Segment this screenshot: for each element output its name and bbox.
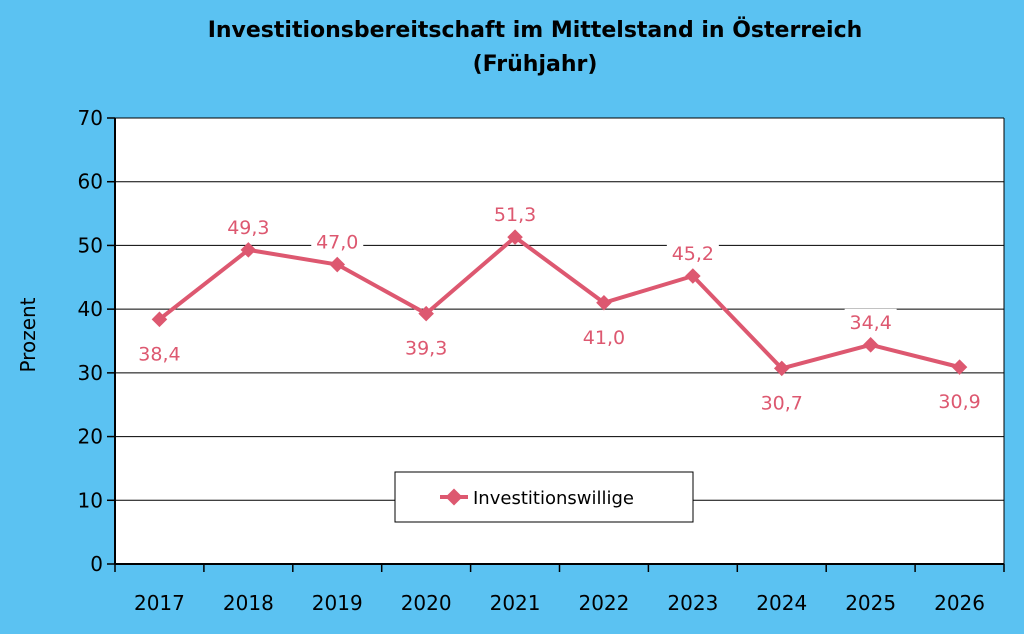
y-tick-label: 30 xyxy=(78,361,103,385)
data-label: 38,4 xyxy=(138,343,180,365)
x-tick-label: 2019 xyxy=(312,591,363,615)
y-tick-label: 60 xyxy=(78,170,103,194)
data-label-bg xyxy=(489,201,542,227)
data-label-bg xyxy=(755,389,808,415)
data-label-bg xyxy=(933,388,986,414)
chart-title-line-1: Investitionsbereitschaft im Mittelstand … xyxy=(207,18,863,43)
y-tick-label: 0 xyxy=(90,552,103,576)
data-label: 30,9 xyxy=(938,391,980,413)
x-tick-label: 2022 xyxy=(578,591,629,615)
x-tick-label: 2024 xyxy=(756,591,807,615)
legend: Investitionswillige xyxy=(394,471,694,523)
legend-label: Investitionswillige xyxy=(473,488,634,509)
data-label-bg xyxy=(666,240,719,266)
data-label-bg xyxy=(222,213,275,239)
data-label-bg xyxy=(844,308,897,334)
data-point xyxy=(240,242,257,258)
data-label: 41,0 xyxy=(583,327,625,349)
y-axis-label: Prozent xyxy=(16,297,40,372)
data-label: 39,3 xyxy=(405,338,447,360)
y-tick-label: 40 xyxy=(78,297,103,321)
data-label: 45,2 xyxy=(672,243,714,265)
data-label: 47,0 xyxy=(316,232,358,254)
x-tick-label: 2018 xyxy=(223,591,274,615)
legend-marker xyxy=(445,488,463,506)
x-tick-label: 2025 xyxy=(845,591,896,615)
data-label: 49,3 xyxy=(227,217,269,239)
data-label: 51,3 xyxy=(494,204,536,226)
data-label-bg xyxy=(577,323,630,349)
data-label: 30,7 xyxy=(761,392,803,414)
data-label: 34,4 xyxy=(849,312,891,334)
y-axis-ticks: 0 10 20 30 40 50 60 70 xyxy=(78,106,115,576)
y-tick-label: 20 xyxy=(78,425,103,449)
series-line xyxy=(158,235,961,371)
y-tick-label: 50 xyxy=(78,233,103,257)
data-label-bg xyxy=(311,228,364,254)
x-tick-label: 2026 xyxy=(934,591,985,615)
x-tick-label: 2020 xyxy=(401,591,452,615)
chart-title: Investitionsbereitschaft im Mittelstand … xyxy=(0,14,1024,82)
y-tick-label: 70 xyxy=(78,106,103,130)
data-label-bg xyxy=(400,334,453,360)
data-point xyxy=(507,229,523,245)
chart-title-line-2: (Frühjahr) xyxy=(472,52,598,77)
series-layer: 38,4 49,3 47,0 39,3 51,3 41,0 45,2 30,7 34,4 30,9 xyxy=(133,201,986,415)
x-tick-label: 2017 xyxy=(134,591,185,615)
y-tick-label: 10 xyxy=(78,488,103,512)
x-tick-label: 2023 xyxy=(667,591,718,615)
x-tick-label: 2021 xyxy=(490,591,541,615)
data-label-bg xyxy=(133,340,186,366)
x-axis-ticks: 2017 2018 2019 2020 2021 2022 2023 2024 2025 2026 xyxy=(114,564,1005,615)
data-point xyxy=(151,311,168,328)
